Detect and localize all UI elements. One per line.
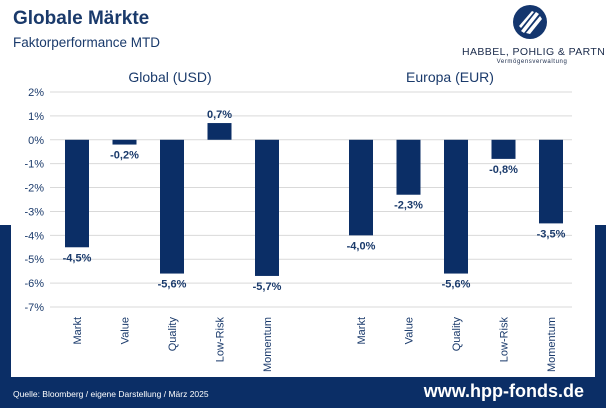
y-tick-label: -5% [24, 254, 44, 266]
bar [349, 139, 373, 236]
x-tick-label: Momentum [546, 317, 558, 372]
bar [444, 139, 468, 274]
y-tick-label: -3% [24, 206, 44, 218]
chart-subtitle: Faktorperformance MTD [13, 35, 161, 50]
x-tick-label: Quality [167, 317, 179, 352]
website-link[interactable]: www.hpp-fonds.de [423, 381, 584, 401]
data-label: -5,6% [442, 279, 471, 291]
x-tick-label: Value [404, 317, 416, 344]
y-tick-label: 0% [28, 135, 44, 147]
right-accent-band [595, 225, 606, 385]
bar [65, 139, 89, 248]
y-tick-label: -7% [24, 302, 44, 314]
data-label: -3,5% [537, 228, 566, 240]
bar [491, 139, 516, 159]
data-label: -4,0% [347, 240, 376, 252]
company-logo: HABBEL, POHLIG & PARTNER Vermögensverwal… [462, 4, 606, 66]
y-tick-label: -1% [24, 159, 44, 171]
footer-bar: Quelle: Bloomberg / eigene Darstellung /… [0, 377, 606, 408]
y-tick-label: -4% [24, 230, 44, 242]
group-title: Global (USD) [128, 69, 211, 85]
bar [255, 139, 279, 276]
x-tick-label: Momentum [262, 317, 274, 372]
data-label: -5,6% [158, 279, 187, 291]
data-label: -4,5% [63, 252, 92, 264]
source-note: Quelle: Bloomberg / eigene Darstellung /… [13, 389, 209, 399]
bar [112, 139, 137, 145]
group-title: Europa (EUR) [406, 69, 494, 85]
bar [207, 123, 232, 140]
data-label: 0,7% [207, 109, 232, 121]
x-tick-label: Low-Risk [499, 317, 511, 363]
y-tick-label: 1% [28, 111, 44, 123]
data-label: -0,2% [110, 150, 139, 162]
bar [396, 139, 421, 195]
x-tick-label: Markt [72, 317, 84, 345]
hpp-logo-icon [513, 5, 547, 39]
data-label: -2,3% [394, 200, 423, 212]
chart-title: Globale Märkte [13, 8, 150, 29]
bar [160, 139, 184, 274]
bar [539, 139, 563, 224]
y-tick-label: -2% [24, 183, 44, 195]
y-tick-label: -6% [24, 278, 44, 290]
company-tagline: Vermögensverwaltung [496, 59, 568, 65]
company-name: HABBEL, POHLIG & PARTNER [462, 46, 606, 58]
x-tick-label: Value [120, 317, 132, 344]
factor-bar-chart: 2% 1% 0% -1% -2% -3% -4% -5% -6% -7% Global (USD) -… [24, 69, 572, 372]
data-label: -0,8% [489, 164, 518, 176]
data-label: -5,7% [253, 281, 282, 293]
x-tick-label: Markt [356, 317, 368, 345]
y-tick-label: 2% [28, 87, 44, 99]
x-tick-label: Low-Risk [215, 317, 227, 363]
left-accent-band [0, 225, 11, 385]
x-tick-label: Quality [451, 317, 463, 352]
